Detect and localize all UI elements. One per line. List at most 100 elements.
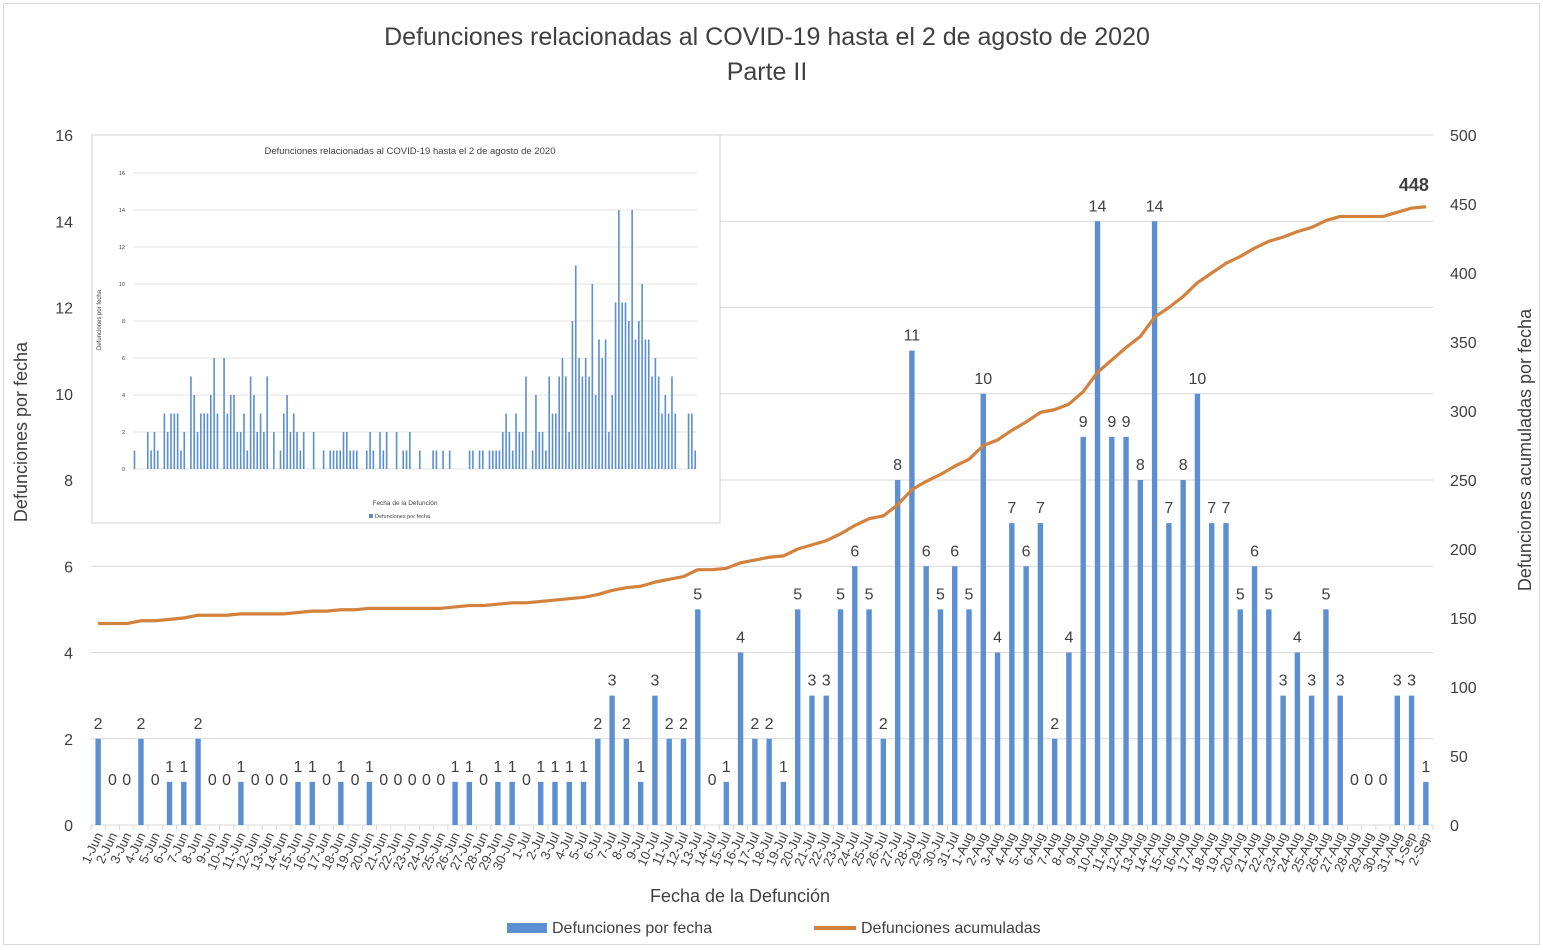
inset-bar: [538, 432, 541, 469]
bar-data-label: 5: [1321, 586, 1330, 603]
bar-data-label: 1: [508, 759, 517, 776]
bar-data-label: 1: [236, 759, 245, 776]
bar: [595, 738, 601, 825]
y-axis-tick-labels: 0 2 4 6 8 10 12 14 16: [55, 128, 73, 835]
inset-bar: [535, 395, 537, 469]
bar: [1009, 523, 1015, 825]
bar-data-label: 7: [1036, 500, 1045, 517]
line-point: [782, 555, 784, 557]
bar-data-label: 1: [451, 759, 460, 776]
bar: [866, 609, 872, 825]
bar-data-label: 1: [165, 759, 174, 776]
inset-bar: [594, 395, 597, 469]
line-point: [725, 567, 727, 569]
inset-bar: [292, 413, 295, 469]
inset-bar: [339, 450, 341, 469]
bar: [1266, 609, 1272, 825]
bar: [1280, 695, 1286, 825]
legend: Defunciones por fecha Defunciones acumul…: [507, 920, 1041, 937]
bar-data-label: 5: [865, 586, 874, 603]
inset-bar: [402, 450, 405, 469]
inset-bar: [611, 395, 614, 469]
line-point: [483, 605, 485, 607]
bar-series: [95, 221, 1429, 825]
bar-data-label: 2: [94, 716, 103, 733]
bar: [452, 781, 458, 825]
inset-bar: [256, 432, 259, 469]
bar-data-label: 2: [593, 716, 602, 733]
bar: [1394, 695, 1401, 825]
line-point: [426, 607, 427, 609]
bar-data-label: 0: [265, 772, 274, 789]
inset-bar: [448, 450, 451, 469]
inset-bar: [133, 450, 136, 469]
y2-tick-label: 400: [1450, 266, 1477, 283]
inset-bar: [631, 210, 633, 469]
line-point: [1054, 409, 1056, 411]
inset-y-tick-label: 16: [119, 171, 125, 177]
line-point: [968, 458, 970, 460]
inset-bar: [419, 450, 421, 469]
inset-bar: [637, 321, 640, 469]
y-tick-label: 14: [55, 214, 73, 231]
inset-bar: [634, 339, 637, 469]
inset-bar: [266, 376, 269, 469]
inset-bar: [492, 450, 494, 469]
line-point: [811, 544, 813, 546]
bar: [1066, 652, 1072, 825]
line-point: [1039, 411, 1041, 413]
bar-data-label: 3: [1393, 673, 1402, 690]
bar-data-label: 0: [393, 772, 402, 789]
inset-chart: Defunciones relacionadas al COVID-19 has…: [91, 134, 721, 524]
inset-y-tick-label: 4: [122, 393, 125, 399]
bar-data-label: 6: [850, 543, 859, 560]
bar-data-label: 7: [1222, 500, 1231, 517]
bar-data-label: 0: [108, 772, 117, 789]
line-point: [854, 525, 856, 527]
inset-bar: [548, 376, 551, 469]
inset-bar: [482, 450, 484, 469]
line-point: [925, 480, 927, 482]
bar-data-label: 0: [251, 772, 260, 789]
legend-swatch-bars: [507, 923, 547, 933]
bar-data-label: 6: [1022, 543, 1031, 560]
bar: [666, 738, 672, 825]
line-point: [154, 620, 156, 622]
line-point: [1168, 307, 1170, 308]
y2-tick-label: 500: [1450, 128, 1477, 145]
line-point: [254, 613, 256, 615]
line-point: [1011, 429, 1013, 431]
bar-data-label: 0: [322, 772, 331, 789]
line-point: [840, 533, 842, 535]
inset-bar: [687, 413, 690, 469]
inset-bar: [173, 413, 176, 469]
bar-data-label: 1: [636, 759, 645, 776]
bar-data-label: 3: [1407, 673, 1416, 690]
inset-bar: [322, 450, 325, 469]
line-point: [911, 489, 913, 491]
inset-bar: [614, 302, 617, 469]
inset-bar: [574, 265, 577, 469]
bar-data-label: 2: [622, 716, 631, 733]
inset-bar: [674, 413, 677, 469]
bar-data-label: 1: [1421, 759, 1430, 776]
bar-data-label: 2: [679, 716, 688, 733]
line-point: [397, 607, 399, 609]
bar-data-label: 0: [151, 772, 160, 789]
bar: [466, 781, 473, 825]
bar-data-label: 5: [1264, 586, 1273, 603]
y2-tick-label: 200: [1450, 542, 1477, 559]
bar-data-label: 5: [693, 586, 702, 603]
inset-bar: [243, 413, 245, 469]
inset-bar: [279, 450, 282, 469]
line-point: [1139, 335, 1141, 337]
bar: [1094, 221, 1101, 825]
bar: [1194, 393, 1201, 825]
inset-bar: [432, 450, 434, 469]
bar-data-label: 4: [1064, 630, 1073, 647]
inset-bar: [349, 450, 351, 469]
line-end-label: 448: [1399, 175, 1429, 195]
y2-tick-label: 450: [1450, 197, 1477, 214]
inset-bar: [289, 432, 292, 469]
line-point: [1225, 262, 1227, 264]
